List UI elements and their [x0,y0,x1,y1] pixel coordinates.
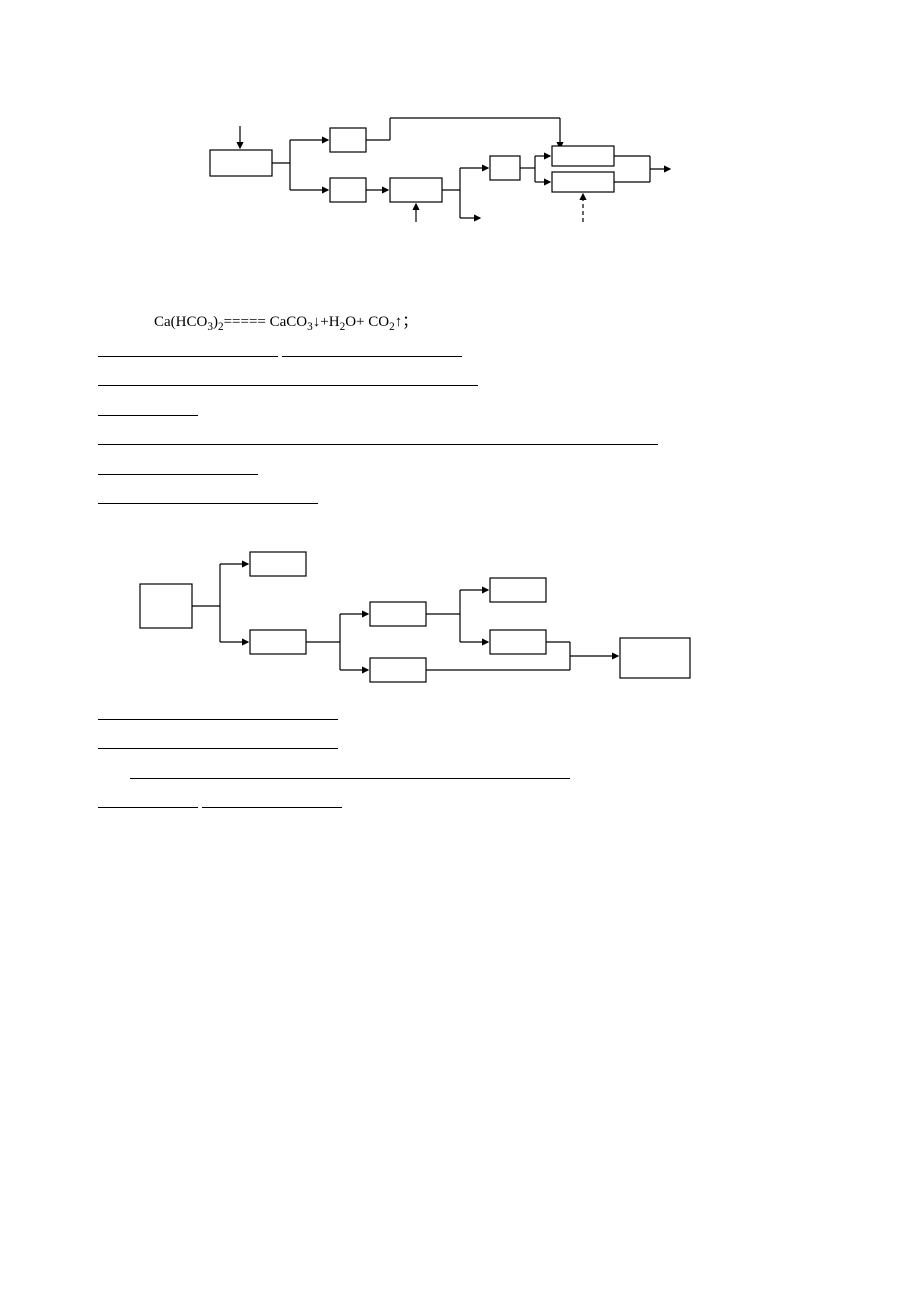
s3-op2-line [70,370,850,396]
s3-q1-2 [70,400,850,426]
blank-r4[interactable] [282,341,462,357]
blank-s4-3b[interactable] [190,763,570,779]
blank-reason[interactable] [98,429,658,445]
s3-eq2: Ca(HCO3)2===== CaCO3↓+H2O+ CO2↑； [70,310,850,337]
blank-s4-2a[interactable] [98,733,178,749]
s3-blanks-1 [70,341,850,367]
s4-q4 [70,792,850,818]
s4-q3b [70,763,850,789]
s3-diagram [180,100,740,270]
blank-3b[interactable] [98,488,318,504]
s3-q1-3 [70,459,850,485]
s4-q2 [70,733,850,759]
blank-s4-4a[interactable] [98,792,198,808]
blank-d[interactable] [98,400,198,416]
blank-s4-3a[interactable] [130,763,190,779]
s4-q1 [70,704,850,730]
blank-s4-1b[interactable] [178,704,338,720]
s3-eq1 [70,280,850,306]
blank-3a[interactable] [98,459,258,475]
blank-s4-1a[interactable] [98,704,178,720]
blank-s4-2b[interactable] [178,733,338,749]
blank-r1[interactable] [98,341,278,357]
blank-op2[interactable] [98,370,478,386]
blank-s4-4b[interactable] [202,792,342,808]
s3-q1-3b [70,488,850,514]
s3-q1-2c [70,429,850,455]
eq2-formula: Ca(HCO3)2===== CaCO3↓+H2O+ CO2↑； [154,314,417,330]
s4-diagram [130,534,710,694]
